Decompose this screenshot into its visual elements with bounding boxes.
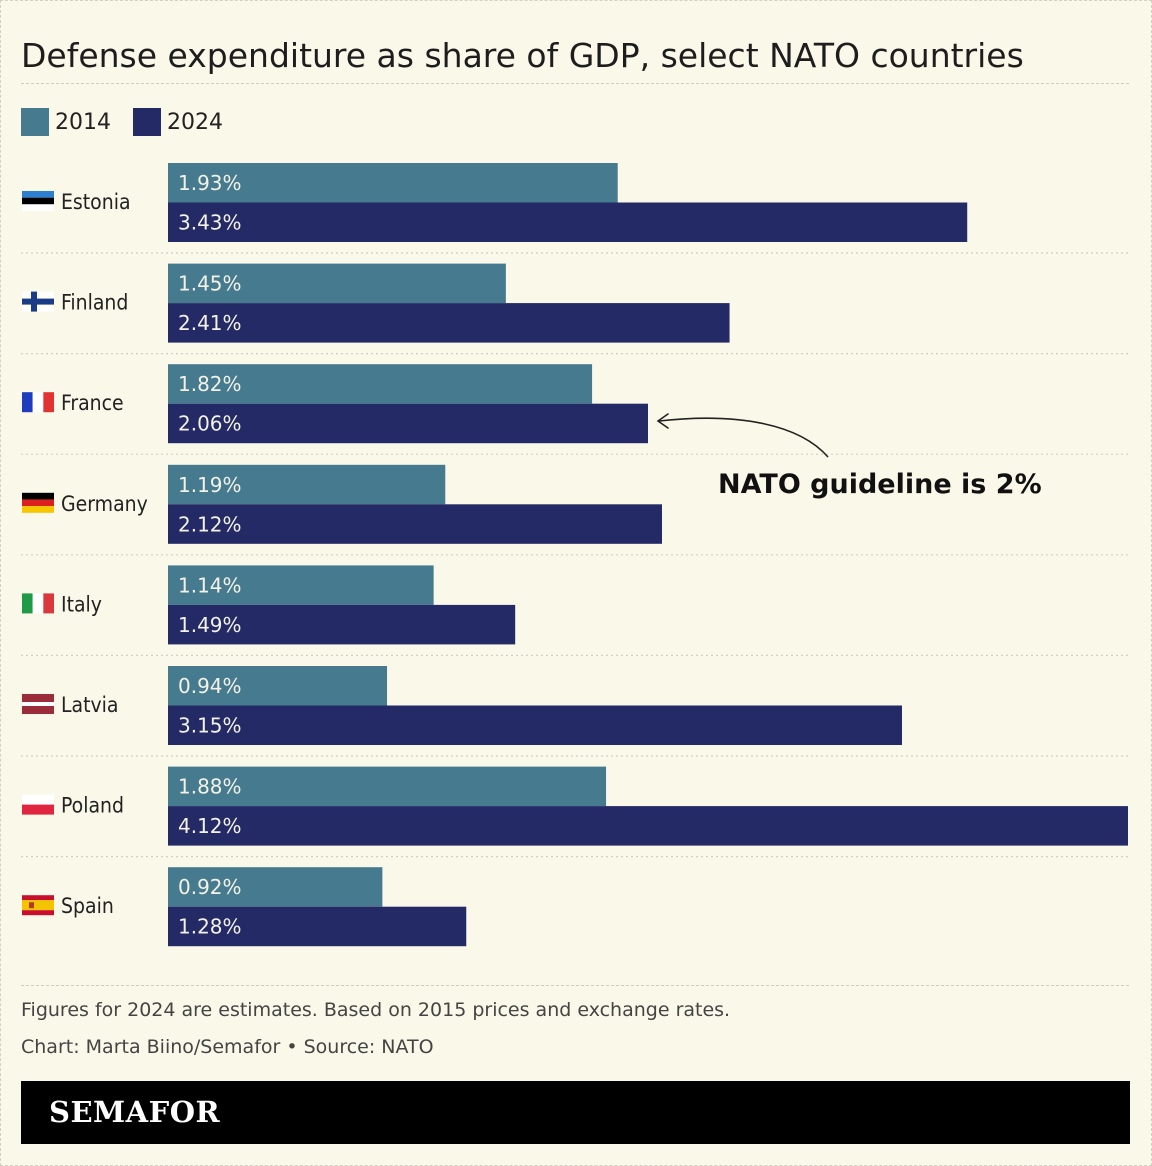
poland-flag-icon xyxy=(22,794,54,815)
finland-flag-icon xyxy=(22,291,54,312)
bar-value-label-2014: 0.92% xyxy=(178,875,242,899)
flag-stripe xyxy=(22,197,54,205)
flag-stripe xyxy=(22,804,54,815)
bar-value-label-2014: 1.88% xyxy=(178,775,242,799)
flag-stripe xyxy=(22,593,33,614)
flag-stripe xyxy=(22,191,54,198)
flag-stripe xyxy=(22,492,54,500)
footnote-credits: Chart: Marta Biino/Semafor • Source: NAT… xyxy=(21,1036,434,1058)
bar-value-label-2024: 2.12% xyxy=(178,512,242,536)
bar-value-label-2014: 1.14% xyxy=(178,573,242,597)
legend-item-2024: 2024 xyxy=(133,108,223,136)
bar-value-label-2014: 1.19% xyxy=(178,473,242,497)
latvia-flag-icon xyxy=(22,694,54,714)
bar-value-label-2014: 1.93% xyxy=(178,171,242,195)
bar-value-label-2024: 2.06% xyxy=(178,412,242,436)
country-group-latvia: Latvia 0.94% 3.15% xyxy=(21,666,1129,757)
flag-stripe xyxy=(22,910,54,916)
bar-value-label-2024: 4.12% xyxy=(178,814,242,838)
bar-2024 xyxy=(168,906,467,947)
legend-label-2014: 2014 xyxy=(55,109,111,135)
flag-stripe xyxy=(43,593,54,614)
flag-stripe xyxy=(22,895,54,901)
country-group-france: France 1.82% 2.06% xyxy=(21,364,1129,455)
bar-2014 xyxy=(168,666,388,706)
bar-2014 xyxy=(168,766,607,807)
nato-guideline-annotation: NATO guideline is 2% xyxy=(656,413,1042,500)
bar-2014 xyxy=(168,364,593,404)
brand-logo: SEMAFOR xyxy=(49,1095,221,1129)
bar-2024 xyxy=(168,705,902,745)
country-group-poland: Poland 1.88% 4.12% xyxy=(21,766,1129,858)
flag-stripe xyxy=(22,499,54,507)
country-label: Italy xyxy=(61,592,102,616)
france-flag-icon xyxy=(22,392,54,413)
flag-emblem xyxy=(29,902,34,909)
country-group-italy: Italy 1.14% 1.49% xyxy=(21,565,1129,657)
flag-stripe xyxy=(22,702,54,706)
flag-stripe xyxy=(32,593,44,614)
legend-swatch-2014 xyxy=(21,108,49,136)
country-label: Poland xyxy=(61,794,124,818)
bar-2024 xyxy=(168,504,662,544)
country-group-finland: Finland 1.45% 2.41% xyxy=(21,263,1129,355)
italy-flag-icon xyxy=(22,593,54,614)
bar-value-label-2024: 3.15% xyxy=(178,714,242,738)
annotation-arrowhead xyxy=(656,413,669,429)
title-divider xyxy=(21,83,1129,84)
bar-value-label-2024: 3.43% xyxy=(178,211,242,235)
bar-2024 xyxy=(168,303,730,343)
country-label: Estonia xyxy=(61,190,131,214)
annotation-text: NATO guideline is 2% xyxy=(718,469,1042,500)
flag-stripe xyxy=(22,204,54,211)
flag-stripe xyxy=(22,900,54,911)
flag-stripe xyxy=(32,392,44,413)
flag-stripe xyxy=(22,506,54,513)
country-label: Spain xyxy=(61,894,114,918)
flag-stripe xyxy=(43,392,54,413)
footnote-estimates: Figures for 2024 are estimates. Based on… xyxy=(21,999,731,1021)
bar-value-label-2014: 0.94% xyxy=(178,674,242,698)
spain-flag-icon xyxy=(22,895,54,916)
flag-cross xyxy=(22,298,54,305)
country-label: Germany xyxy=(61,492,148,516)
bar-2024 xyxy=(168,806,1128,846)
legend-swatch-2024 xyxy=(133,108,161,136)
bar-value-label-2014: 1.45% xyxy=(178,272,242,296)
bar-value-label-2014: 1.82% xyxy=(178,372,242,396)
bar-value-label-2024: 1.28% xyxy=(178,915,242,939)
legend-label-2024: 2024 xyxy=(167,109,223,135)
bar-2014 xyxy=(168,867,383,907)
legend-item-2014: 2014 xyxy=(21,108,111,136)
country-group-spain: Spain 0.92% 1.28% xyxy=(22,867,467,947)
annotation-arrow xyxy=(658,417,829,458)
bar-2014 xyxy=(168,163,618,203)
brand-footer: SEMAFOR xyxy=(21,1081,1130,1144)
bar-chart: Estonia 1.93% 3.43% Finland 1.45% 2.41% France… xyxy=(21,163,1129,947)
germany-flag-icon xyxy=(22,492,54,513)
bar-value-label-2024: 1.49% xyxy=(178,613,242,637)
legend: 2014 2024 xyxy=(21,108,245,136)
bar-value-label-2024: 2.41% xyxy=(178,311,242,335)
country-label: France xyxy=(61,391,124,415)
estonia-flag-icon xyxy=(22,191,54,211)
bar-2014 xyxy=(168,464,446,505)
bar-2024 xyxy=(168,604,516,645)
country-group-germany: Germany 1.19% 2.12% xyxy=(21,464,1129,556)
bar-2014 xyxy=(168,263,506,304)
country-group-estonia: Estonia 1.93% 3.43% xyxy=(21,163,1129,254)
chart-title: Defense expenditure as share of GDP, sel… xyxy=(21,36,1024,76)
flag-stripe xyxy=(22,392,33,413)
bar-2024 xyxy=(168,403,648,444)
bar-2024 xyxy=(168,202,968,242)
flag-stripe xyxy=(22,794,54,805)
footer-divider xyxy=(21,985,1129,986)
country-label: Latvia xyxy=(61,693,119,717)
country-label: Finland xyxy=(61,291,128,315)
bar-2014 xyxy=(168,565,434,605)
